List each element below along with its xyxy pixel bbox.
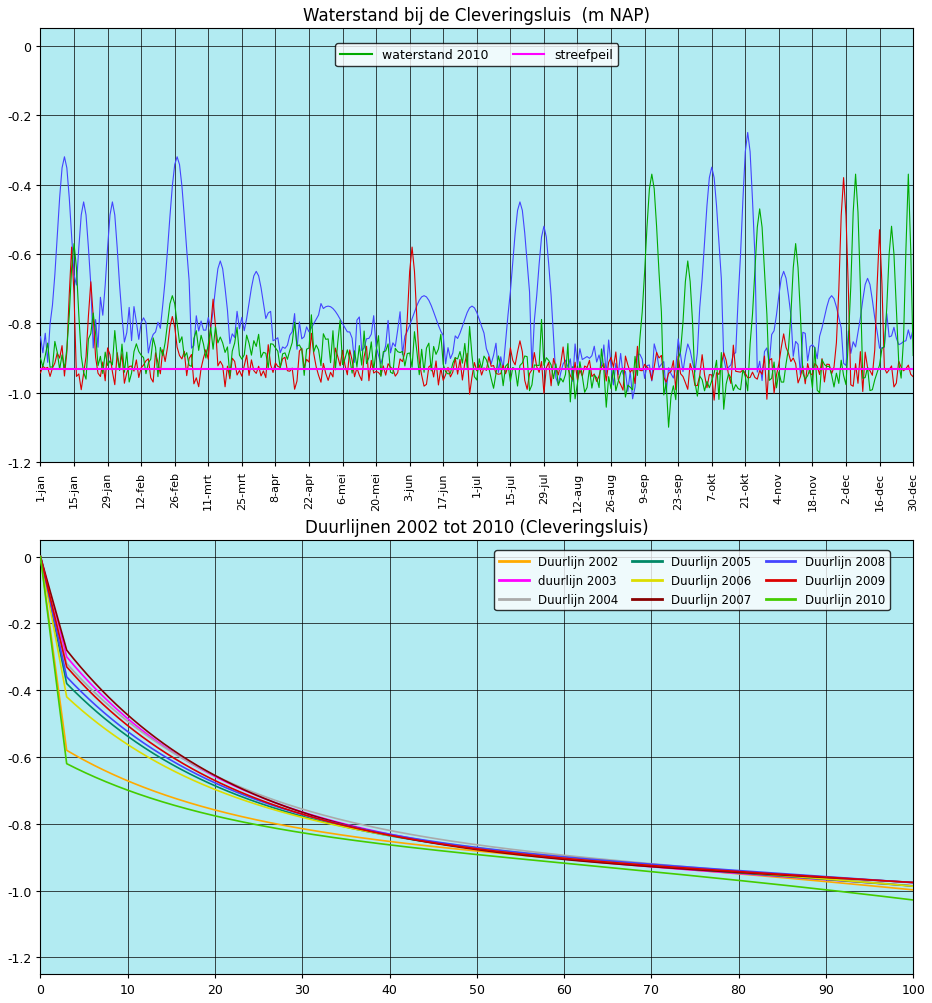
Legend: waterstand 2010, streefpeil: waterstand 2010, streefpeil: [336, 44, 618, 67]
Title: Duurlijnen 2002 tot 2010 (Cleveringsluis): Duurlijnen 2002 tot 2010 (Cleveringsluis…: [305, 519, 649, 536]
Legend: Duurlijn 2002, duurlijn 2003, Duurlijn 2004, Duurlijn 2005, Duurlijn 2006, Duurl: Duurlijn 2002, duurlijn 2003, Duurlijn 2…: [494, 551, 890, 611]
Title: Waterstand bij de Cleveringsluis  (m NAP): Waterstand bij de Cleveringsluis (m NAP): [303, 7, 651, 25]
